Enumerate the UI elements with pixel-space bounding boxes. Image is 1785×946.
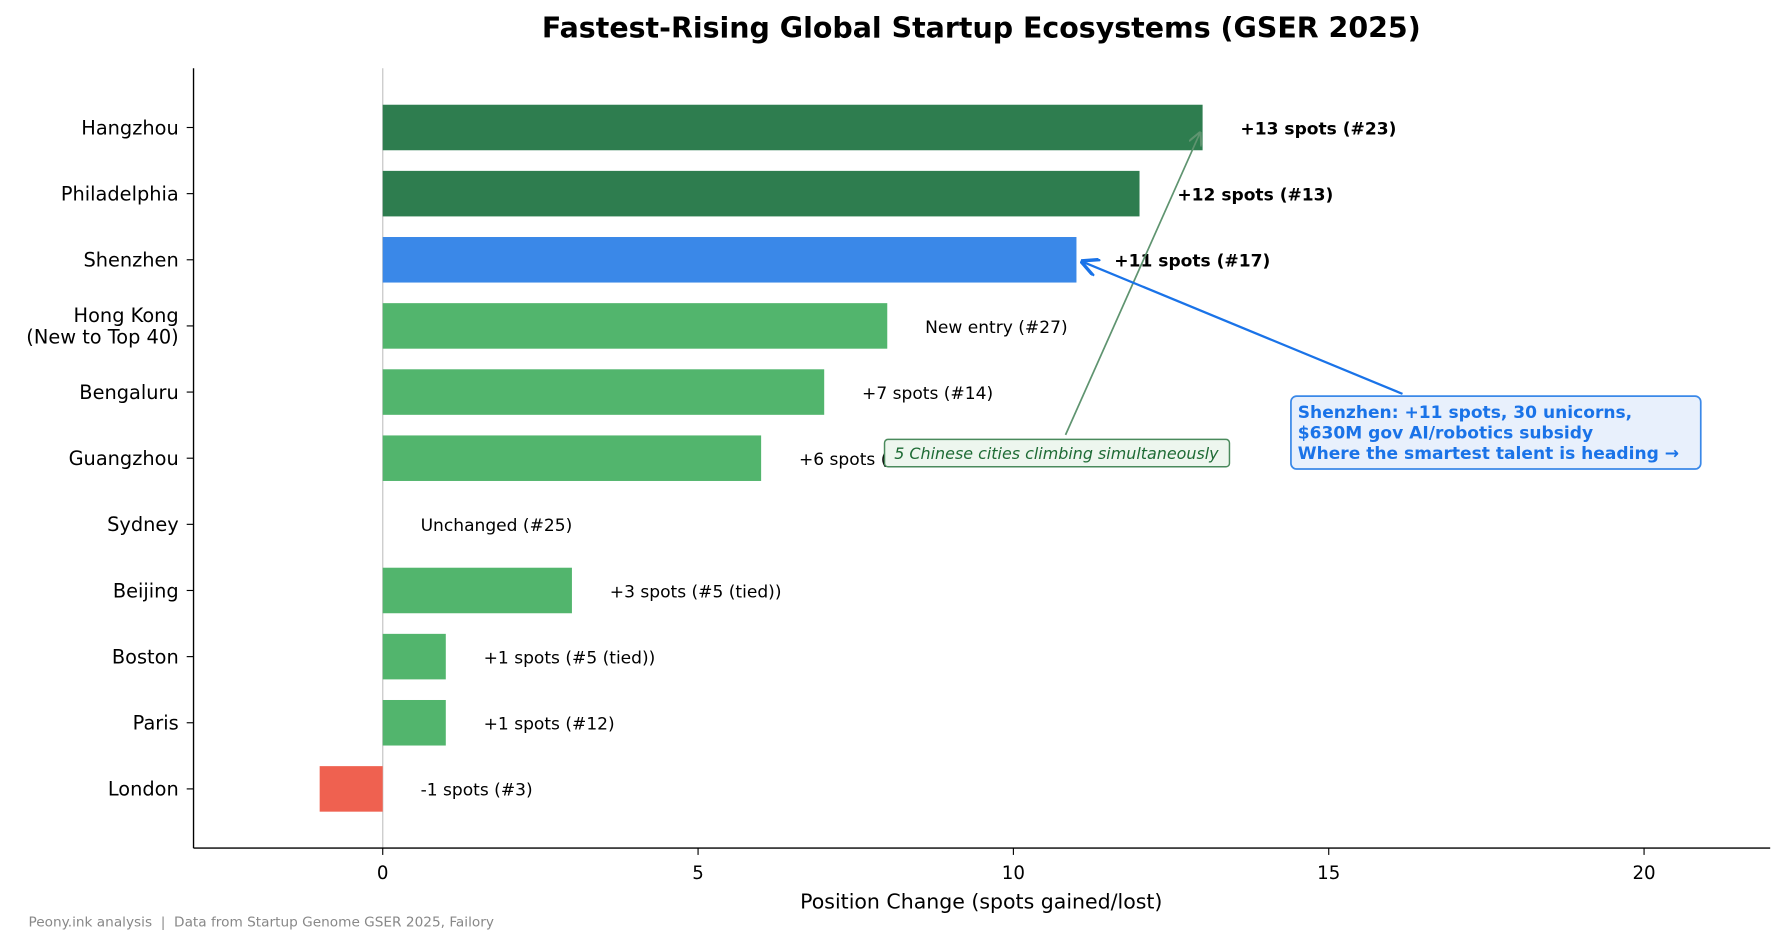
x-tick-label: 0 [377, 863, 389, 884]
bar-label: -1 spots (#3) [421, 781, 533, 801]
footer-source: Peony.ink analysis | Data from Startup G… [28, 915, 493, 931]
bar-label: New entry (#27) [925, 318, 1067, 338]
y-tick-label: Sydney [107, 513, 179, 536]
annotation-box [883, 438, 1231, 468]
y-tick-label: Bengaluru [79, 381, 178, 404]
y-tick-label: Hong Kong (New to Top 40) [26, 304, 178, 349]
bar [382, 104, 1203, 151]
y-tick-label: Shenzhen [83, 249, 178, 272]
annotation-text: Shenzhen: +11 spots, 30 unicorns, [1298, 403, 1632, 423]
y-tick-label: Philadelphia [61, 182, 179, 205]
y-tick-label: London [108, 778, 179, 801]
bar-label: +1 spots (#12) [484, 715, 615, 735]
x-tick-label: 10 [1002, 863, 1025, 884]
bar [382, 435, 762, 481]
y-tick-label: Boston [112, 645, 179, 668]
y-tick-label: Guangzhou [69, 447, 179, 470]
bar [382, 170, 1140, 217]
annotation-text: 5 Chinese cities climbing simultaneously [894, 444, 1219, 463]
x-axis-label: Position Change (spots gained/lost) [800, 889, 1162, 913]
bar [319, 766, 383, 812]
bar-label: +11 spots (#17) [1114, 252, 1270, 272]
annotation-arrow [1083, 262, 1403, 395]
bar-label: +7 spots (#14) [862, 384, 993, 404]
x-tick-label: 20 [1632, 863, 1655, 884]
annotation-text: Where the smartest talent is heading → [1298, 444, 1679, 464]
bar-label: +3 spots (#5 (tied)) [610, 582, 782, 602]
bar [382, 633, 446, 680]
bar-label: +13 spots (#23) [1240, 119, 1396, 139]
bar-label: Unchanged (#25) [421, 516, 573, 536]
bar [382, 369, 825, 415]
bar [382, 237, 1077, 283]
x-tick-label: 15 [1317, 863, 1340, 884]
bar [382, 699, 446, 746]
x-tick-label: 5 [692, 863, 704, 884]
bar-label: +12 spots (#13) [1177, 185, 1333, 205]
bar-label: +1 spots (#5 (tied)) [484, 648, 656, 668]
annotation-box [1290, 395, 1702, 470]
bar [382, 567, 572, 614]
chart-title: Fastest-Rising Global Startup Ecosystems… [542, 12, 1421, 45]
annotation-text: $630M gov AI/robotics subsidy [1298, 423, 1593, 443]
y-tick-label: Hangzhou [81, 116, 178, 139]
y-tick-label: Beijing [113, 579, 179, 602]
annotation-arrow [1064, 133, 1200, 436]
y-tick-label: Paris [133, 712, 179, 735]
bar [382, 303, 888, 349]
